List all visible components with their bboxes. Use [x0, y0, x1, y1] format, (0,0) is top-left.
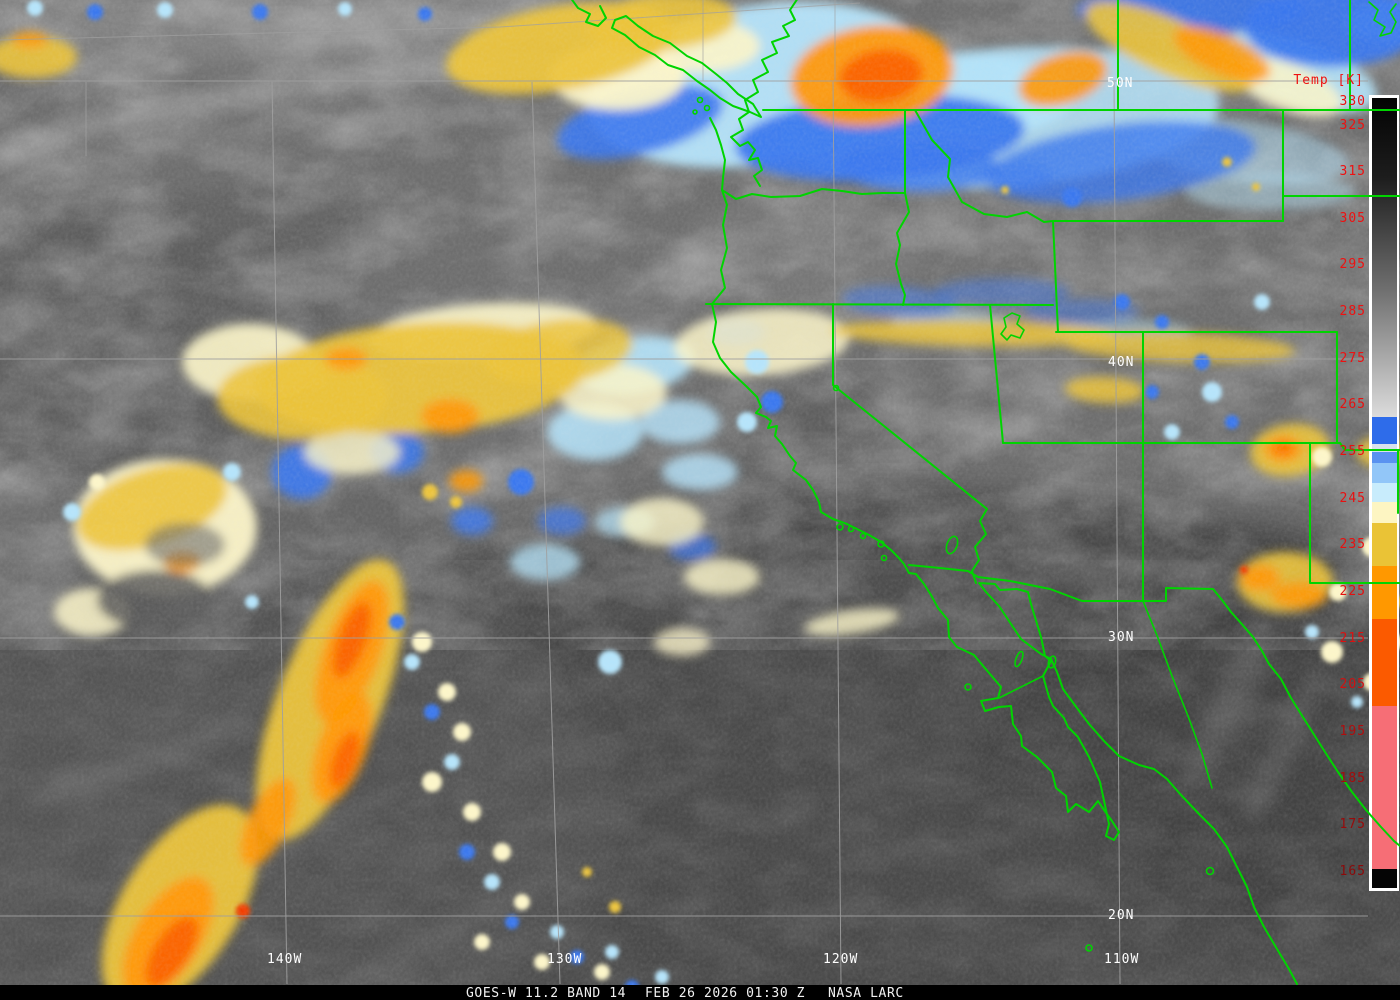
colorbar-segment-1 [1372, 417, 1397, 444]
great-salt-lake [1000, 312, 1025, 341]
us-mexico-border [908, 564, 1400, 847]
colorbar-tick-205: 205 [1340, 677, 1366, 692]
coastline-west [709, 117, 1298, 985]
caption-text-0: GOES-W 11.2 BAND 14 [466, 986, 626, 1000]
map-borders-layer [570, 0, 1400, 985]
caption-bar: GOES-W 11.2 BAND 14 FEB 26 2026 01:30 Z NA… [0, 985, 1400, 1000]
colorbar-segment-9 [1372, 619, 1397, 706]
border-42N [705, 303, 1054, 306]
nv-ut-border [989, 304, 1004, 444]
meridian-120W [832, 81, 842, 985]
or-id-border-snake [895, 192, 910, 306]
pacific-coastline [730, 0, 798, 187]
meridian-140W [271, 81, 288, 985]
ca-nv-border [832, 303, 988, 584]
colorbar-segment-3 [1372, 452, 1397, 463]
colorbar-segment-0 [1372, 98, 1397, 417]
colorbar-tick-labels: 330 325 315 305 295 285 275 265 255 245 235 225 215 2… [1340, 94, 1366, 879]
graticule-label-120W: 120W [823, 952, 858, 967]
wy-west-border [1052, 220, 1059, 333]
colorbar-title: Temp [K] [1293, 73, 1364, 88]
colorbar-tick-165: 165 [1340, 864, 1366, 879]
salton-sea [945, 535, 959, 555]
caption-text-2: NASA LARC [828, 986, 904, 1000]
graticule-label-40N: 40N [1108, 355, 1134, 370]
caption-texts: GOES-W 11.2 BAND 14 FEB 26 2026 01:30 Z NA… [466, 986, 904, 1000]
colorbar-segment-2 [1372, 444, 1397, 452]
colorbar-segment-5 [1372, 483, 1397, 502]
nm-tx-border [1309, 442, 1400, 584]
colorbar-segment-7 [1372, 523, 1397, 566]
colorbar-tick-285: 285 [1340, 304, 1366, 319]
bc-inlets [570, 0, 607, 27]
border-37N [1002, 442, 1400, 451]
colorbar-tick-325: 325 [1340, 118, 1366, 133]
islands [692, 96, 1215, 952]
vancouver-island-outline [611, 15, 762, 118]
sector-edge-line [0, 2, 861, 41]
colorbar-tick-175: 175 [1340, 817, 1366, 832]
colorbar-tick-295: 295 [1340, 257, 1366, 272]
baja-state-border [998, 675, 1044, 699]
colorbar-segment-11 [1372, 869, 1397, 888]
graticule-label-110W: 110W [1104, 952, 1139, 967]
meridian-130W [531, 81, 561, 985]
graticule-label-130W: 130W [547, 952, 582, 967]
colorbar-tick-245: 245 [1340, 491, 1366, 506]
colorbar-tick-330: 330 [1340, 94, 1366, 109]
colorbar-tick-275: 275 [1340, 351, 1366, 366]
canada-lakes [1368, 1, 1397, 37]
graticule-label-50N: 50N [1107, 76, 1133, 91]
graticule-label-140W: 140W [267, 952, 302, 967]
colorbar-tick-185: 185 [1340, 771, 1366, 786]
colorbar-segment-8 [1372, 566, 1397, 619]
colorbar-segment-10 [1372, 706, 1397, 869]
wa-or-border-columbia [721, 188, 906, 200]
colorbar-tick-195: 195 [1340, 724, 1366, 739]
graticule-label-30N: 30N [1108, 630, 1134, 645]
colorbar-tick-225: 225 [1340, 584, 1366, 599]
sonora-chihuahua-border [1142, 600, 1213, 789]
colorbar-segment-6 [1372, 502, 1397, 523]
colorbar-tick-235: 235 [1340, 537, 1366, 552]
caption-background [0, 985, 1400, 1000]
graticule-label-20N: 20N [1108, 908, 1134, 923]
colorbar-tick-315: 315 [1340, 164, 1366, 179]
colorbar-gradient [1372, 98, 1397, 888]
temperature-colorbar [1369, 95, 1399, 891]
graticule-labels: 50N 40N 30N 20N 140W 130W 120W 110W [267, 76, 1139, 967]
caption-text-1: FEB 26 2026 01:30 Z [645, 986, 805, 1000]
colorbar-tick-215: 215 [1340, 631, 1366, 646]
colorbar-tick-255: 255 [1340, 444, 1366, 459]
colorbar-tick-305: 305 [1340, 211, 1366, 226]
colorbar-segment-4 [1372, 463, 1397, 483]
id-mt-border [914, 109, 1054, 223]
colorbar-tick-265: 265 [1340, 397, 1366, 412]
